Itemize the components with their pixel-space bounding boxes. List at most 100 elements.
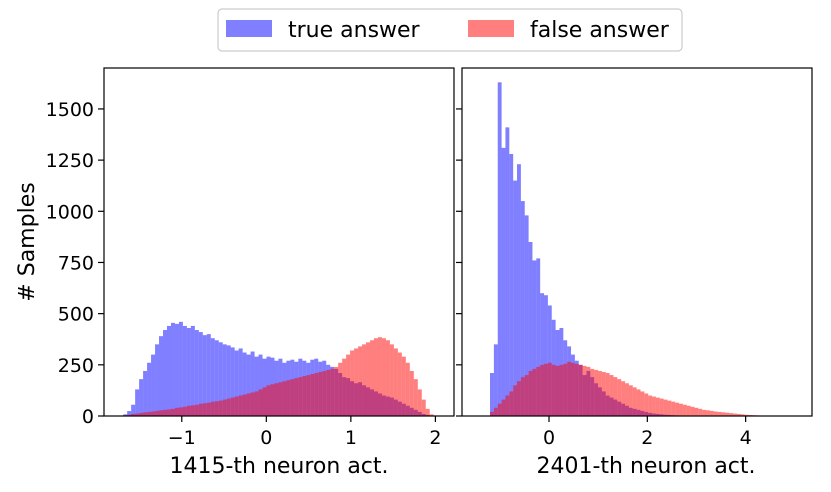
histogram-bar-false <box>702 410 706 416</box>
histogram-bar-false <box>151 412 155 417</box>
histogram-bar-false <box>490 412 494 416</box>
histogram-bar-false <box>191 405 195 416</box>
histogram-bar-false <box>155 411 159 416</box>
histogram-bar-false <box>610 375 614 416</box>
x-tick-label: −1 <box>168 427 196 449</box>
histogram-bar-false <box>267 385 271 416</box>
histogram-bar-false <box>567 362 571 416</box>
histogram-bar-false <box>326 370 330 416</box>
histogram-bar-false <box>310 374 314 416</box>
histogram-bar-false <box>414 379 418 416</box>
histogram-bar-false <box>159 410 163 416</box>
histogram-bar-true <box>183 326 187 416</box>
histogram-bar-false <box>575 364 579 416</box>
histogram-bar-true <box>159 336 163 416</box>
histogram-bar-false <box>223 400 227 416</box>
histogram-bar-true <box>498 82 502 416</box>
histogram-bar-false <box>694 408 698 416</box>
histogram-bar-false <box>382 338 386 416</box>
histogram-bar-false <box>306 375 310 416</box>
histogram-bar-false <box>243 395 247 416</box>
histogram-bar-false <box>532 369 536 416</box>
y-tick-label: 250 <box>58 355 94 377</box>
histogram-bar-false <box>334 367 338 416</box>
histogram-bar-false <box>625 383 629 416</box>
histogram-bar-false <box>637 389 641 416</box>
histogram-bar-true <box>187 328 191 416</box>
y-tick-label: 1500 <box>46 99 94 121</box>
histogram-bar-false <box>163 410 167 416</box>
histogram-bar-false <box>314 373 318 416</box>
y-tick-label: 1250 <box>46 150 94 172</box>
histogram-bar-true <box>195 330 199 416</box>
histogram-bar-false <box>602 372 606 416</box>
histogram-bar-false <box>318 372 322 416</box>
histogram-bar-false <box>691 407 695 416</box>
histogram-bar-false <box>346 355 350 416</box>
histogram-bar-false <box>211 402 215 416</box>
histogram-bar-true <box>147 363 151 416</box>
x-tick-label: 1 <box>345 427 357 449</box>
histogram-bar-false <box>667 401 671 416</box>
histogram-bar-false <box>529 371 533 416</box>
histogram-bar-false <box>621 381 625 416</box>
histogram-bar-false <box>386 340 390 416</box>
histogram-bar-false <box>590 369 594 416</box>
histogram-bar-false <box>390 344 394 416</box>
histogram-bar-false <box>286 380 290 416</box>
histogram-bar-false <box>278 382 282 416</box>
histogram-bar-false <box>342 359 346 416</box>
histogram-bar-false <box>521 377 525 416</box>
histogram-bar-false <box>652 397 656 416</box>
histogram-bar-false <box>606 373 610 416</box>
y-tick-label: 750 <box>58 252 94 274</box>
histogram-bar-true <box>139 379 143 416</box>
histogram-bar-false <box>394 348 398 416</box>
legend-label-false: false answer <box>530 18 670 43</box>
histogram-bar-false <box>270 384 274 416</box>
legend: true answer false answer <box>218 9 682 51</box>
histogram-bar-false <box>183 407 187 416</box>
histogram-bar-true <box>502 148 506 416</box>
y-tick-label: 0 <box>82 406 94 428</box>
histogram-bar-false <box>683 405 687 416</box>
x-tick-label: 2 <box>641 427 653 449</box>
histogram-bar-false <box>571 363 575 416</box>
legend-label-true: true answer <box>288 18 421 43</box>
histogram-bar-false <box>718 412 722 416</box>
histogram-bar-true <box>490 373 494 416</box>
histogram-bar-false <box>251 392 255 416</box>
histogram-bar-false <box>294 378 298 416</box>
histogram-bar-false <box>370 340 374 416</box>
histogram-bar-false <box>302 376 306 416</box>
histogram-bar-false <box>203 403 207 416</box>
histogram-bar-false <box>548 363 552 416</box>
histogram-bar-true <box>163 330 167 416</box>
histogram-bar-false <box>660 399 664 416</box>
histogram-bar-false <box>402 357 406 416</box>
histogram-bar-false <box>322 371 326 416</box>
histogram-bar-false <box>556 366 560 416</box>
histogram-bar-false <box>671 402 675 416</box>
histogram-bar-false <box>710 411 714 416</box>
histogram-bar-false <box>644 393 648 416</box>
histogram-bar-false <box>219 401 223 416</box>
y-tick-label: 500 <box>58 304 94 326</box>
histogram-bar-true <box>155 344 159 416</box>
histogram-bar-false <box>675 403 679 416</box>
histogram-bar-false <box>290 379 294 416</box>
histogram-bar-false <box>617 379 621 416</box>
histogram-bar-false <box>517 381 521 416</box>
right-x-axis-label: 2401-th neuron act. <box>536 454 755 479</box>
histogram-bar-true <box>135 389 139 416</box>
histogram-bar-false <box>195 405 199 416</box>
histogram-bar-false <box>536 367 540 416</box>
histogram-bar-false <box>640 391 644 416</box>
histogram-bar-false <box>418 389 422 416</box>
legend-swatch-true <box>226 20 272 37</box>
histogram-bar-false <box>362 344 366 416</box>
x-tick-label: 4 <box>740 427 752 449</box>
